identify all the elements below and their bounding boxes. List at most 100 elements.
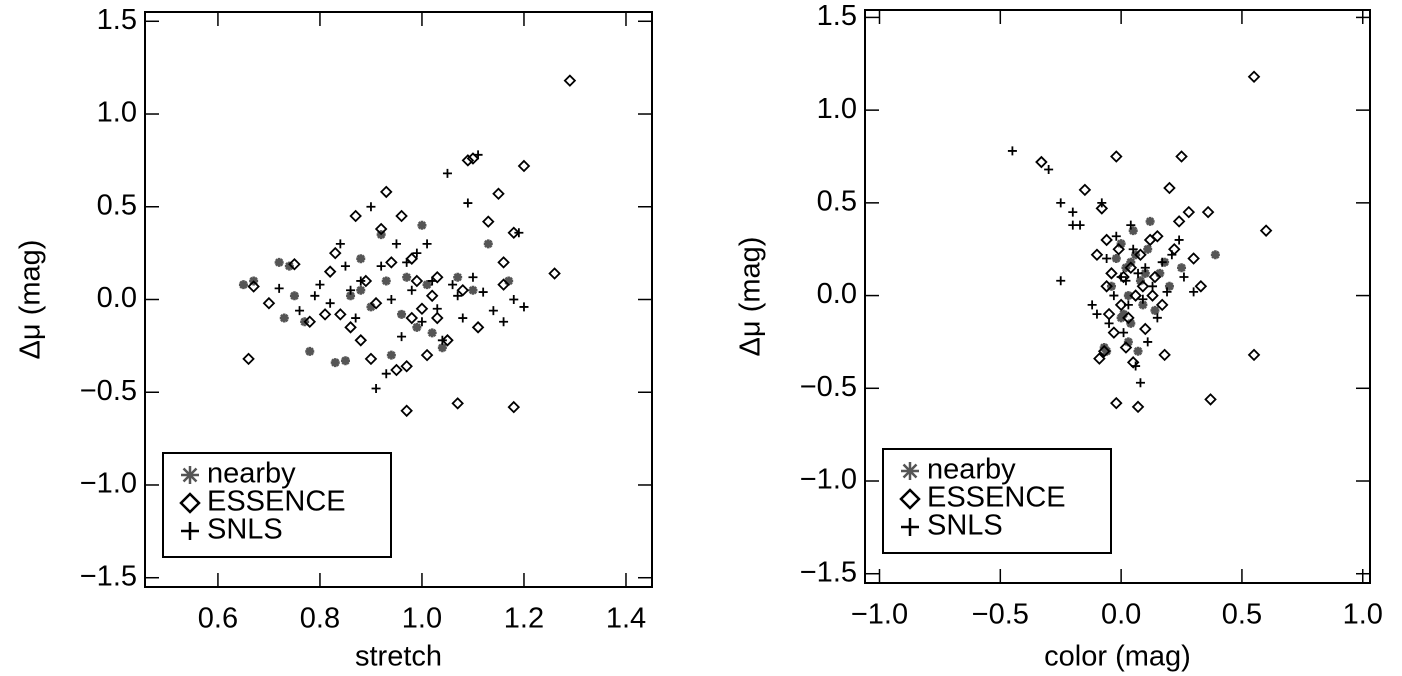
data-point: [456, 283, 470, 297]
data-point: [1102, 346, 1112, 356]
data-point: [1107, 326, 1121, 339]
data-point: [395, 209, 408, 223]
data-point: [504, 276, 514, 286]
data-point: [238, 280, 248, 290]
data-point: [371, 384, 381, 394]
data-point: [1044, 164, 1054, 174]
data-point: [1090, 248, 1104, 262]
data-point: [402, 272, 412, 282]
data-point: [1102, 307, 1116, 321]
legend-label: SNLS: [927, 510, 1003, 542]
data-point: [1135, 378, 1145, 388]
data-point: [349, 209, 362, 223]
data-point: [1152, 313, 1162, 323]
data-point: [492, 187, 505, 201]
data-point: [458, 313, 468, 323]
data-point: [1093, 352, 1106, 365]
data-point: [514, 228, 524, 238]
data-point: [334, 308, 347, 321]
y-tick-label: −1.0: [80, 468, 137, 500]
data-point: [422, 239, 432, 249]
data-point: [390, 363, 403, 377]
data-point: [437, 343, 447, 353]
data-point: [427, 328, 437, 338]
legend-marker: [901, 518, 919, 536]
data-point: [366, 302, 376, 312]
data-point: [247, 280, 260, 293]
data-point: [262, 296, 276, 310]
data-point: [1035, 155, 1048, 169]
data-point: [379, 185, 393, 199]
data-point: [1157, 257, 1167, 267]
data-point: [437, 335, 447, 345]
data-point: [288, 257, 301, 271]
data-point: [1116, 272, 1126, 282]
data-point: [400, 360, 413, 373]
y-tick-label: 1.0: [97, 97, 137, 129]
data-point: [1146, 289, 1159, 302]
data-point: [1119, 328, 1129, 338]
data-point: [1187, 252, 1200, 265]
data-point: [1175, 150, 1188, 163]
data-point: [374, 222, 388, 236]
data-point: [451, 397, 464, 410]
data-point: [410, 274, 424, 288]
data-point: [1122, 311, 1135, 325]
data-point: [1116, 239, 1126, 249]
data-point: [417, 220, 427, 230]
data-point: [1119, 341, 1133, 354]
data-point: [386, 295, 396, 304]
data-point: [1068, 207, 1078, 217]
x-tick-label: 1.0: [1343, 599, 1383, 631]
data-point: [422, 280, 432, 290]
data-point: [359, 274, 373, 288]
x-tick-label: 0.8: [300, 603, 340, 635]
data-point: [1104, 318, 1114, 328]
legend-marker: [179, 492, 201, 514]
data-point: [369, 296, 383, 310]
legend-label: nearby: [927, 454, 1016, 486]
data-point: [1247, 70, 1261, 84]
data-point: [453, 272, 463, 282]
data-point: [1155, 298, 1169, 312]
data-point: [1140, 263, 1150, 273]
data-point: [385, 256, 398, 269]
data-point: [1100, 233, 1113, 247]
data-point: [340, 356, 350, 366]
data-point: [417, 317, 427, 327]
data-point: [499, 317, 509, 327]
data-point: [328, 246, 342, 260]
legend-label: ESSENCE: [927, 482, 1066, 514]
data-point: [1158, 348, 1171, 362]
data-point: [1133, 268, 1143, 278]
data-point: [1124, 261, 1138, 275]
data-point: [468, 272, 478, 282]
data-point: [1075, 220, 1085, 230]
data-point: [1138, 300, 1148, 310]
data-point: [432, 304, 442, 314]
data-point: [284, 261, 294, 271]
data-point: [351, 313, 361, 323]
data-point: [1162, 287, 1172, 297]
y-tick-label: 0.0: [817, 278, 857, 310]
data-point: [509, 295, 519, 304]
data-point: [1164, 281, 1174, 291]
data-point: [463, 198, 473, 208]
data-point: [497, 278, 510, 291]
data-point: [442, 168, 452, 178]
data-point: [391, 239, 401, 249]
data-point: [274, 257, 284, 267]
data-point: [1194, 280, 1208, 293]
data-point: [315, 280, 325, 290]
legend-marker: [181, 522, 199, 540]
y-tick-label: 1.5: [97, 4, 137, 36]
data-point: [1102, 253, 1112, 263]
data-point: [507, 226, 521, 239]
data-point: [1133, 346, 1143, 356]
data-point: [346, 291, 356, 301]
data-point: [420, 348, 434, 362]
data-point: [1126, 220, 1136, 230]
